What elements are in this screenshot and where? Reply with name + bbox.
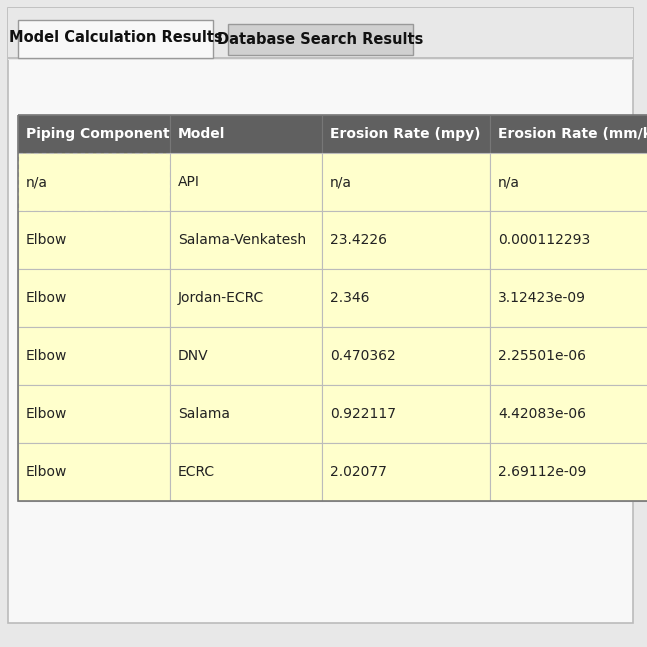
Bar <box>322 115 490 153</box>
Bar <box>18 211 170 269</box>
Text: 0.000112293: 0.000112293 <box>498 233 590 247</box>
Bar <box>18 385 170 443</box>
Bar <box>490 211 647 269</box>
Text: Salama-Venkatesh: Salama-Venkatesh <box>178 233 306 247</box>
Bar <box>18 115 170 153</box>
Bar <box>322 211 490 269</box>
Bar <box>18 20 213 58</box>
Bar <box>228 24 413 55</box>
Bar <box>170 385 322 443</box>
Text: Salama: Salama <box>178 407 230 421</box>
Bar <box>18 115 647 501</box>
Bar <box>490 269 647 327</box>
Bar <box>18 327 170 385</box>
Bar <box>322 153 490 211</box>
Bar <box>8 8 633 60</box>
Text: Model Calculation Results: Model Calculation Results <box>8 30 223 45</box>
Text: 0.470362: 0.470362 <box>330 349 396 363</box>
Text: Elbow: Elbow <box>26 291 67 305</box>
Text: API: API <box>178 175 200 189</box>
Text: Piping Component: Piping Component <box>26 127 170 141</box>
Text: Elbow: Elbow <box>26 407 67 421</box>
Text: Elbow: Elbow <box>26 233 67 247</box>
Text: 2.02077: 2.02077 <box>330 465 387 479</box>
Text: n/a: n/a <box>498 175 520 189</box>
Text: 3.12423e-09: 3.12423e-09 <box>498 291 586 305</box>
Bar <box>170 269 322 327</box>
Bar <box>8 57 633 59</box>
Text: Elbow: Elbow <box>26 465 67 479</box>
Text: Elbow: Elbow <box>26 349 67 363</box>
Bar <box>490 115 647 153</box>
Text: n/a: n/a <box>330 175 352 189</box>
Bar <box>170 211 322 269</box>
Bar <box>490 443 647 501</box>
Bar <box>170 327 322 385</box>
Text: Erosion Rate (mm/kg): Erosion Rate (mm/kg) <box>498 127 647 141</box>
Text: n/a: n/a <box>26 175 48 189</box>
Bar <box>170 443 322 501</box>
Bar <box>322 269 490 327</box>
Bar <box>322 385 490 443</box>
Bar <box>170 153 322 211</box>
Bar <box>170 115 322 153</box>
Text: DNV: DNV <box>178 349 208 363</box>
Bar <box>322 443 490 501</box>
Text: 0.922117: 0.922117 <box>330 407 396 421</box>
Text: Database Search Results: Database Search Results <box>217 32 424 47</box>
Text: 2.69112e-09: 2.69112e-09 <box>498 465 586 479</box>
Bar <box>490 153 647 211</box>
Text: 23.4226: 23.4226 <box>330 233 387 247</box>
Bar <box>490 385 647 443</box>
Bar <box>322 327 490 385</box>
Text: Model: Model <box>178 127 225 141</box>
Bar <box>490 327 647 385</box>
Bar <box>18 443 170 501</box>
Text: Jordan-ECRC: Jordan-ECRC <box>178 291 264 305</box>
Text: 2.346: 2.346 <box>330 291 369 305</box>
Text: ECRC: ECRC <box>178 465 215 479</box>
Bar <box>18 153 170 211</box>
Bar <box>18 269 170 327</box>
Text: 2.25501e-06: 2.25501e-06 <box>498 349 586 363</box>
Text: Erosion Rate (mpy): Erosion Rate (mpy) <box>330 127 481 141</box>
Text: 4.42083e-06: 4.42083e-06 <box>498 407 586 421</box>
